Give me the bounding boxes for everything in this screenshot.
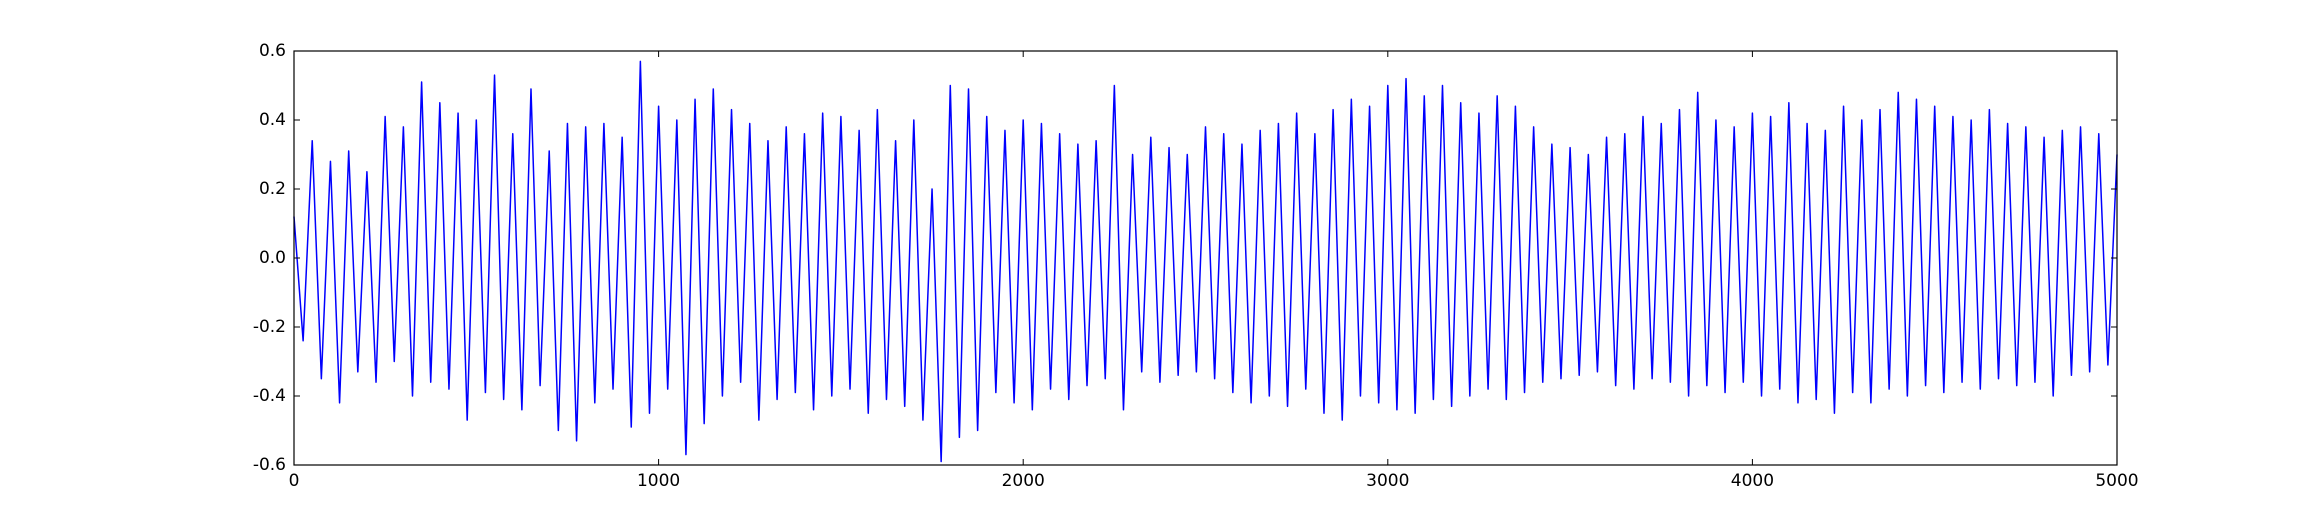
x-tick-label: 3000 (1366, 471, 1409, 491)
y-tick-label: -0.2 (253, 317, 286, 337)
y-tick-label: -0.4 (253, 386, 286, 406)
y-tick-label: -0.6 (253, 455, 286, 475)
x-tick-label: 0 (289, 471, 300, 491)
x-tick-label: 4000 (1731, 471, 1774, 491)
x-tick-label: 2000 (1002, 471, 1045, 491)
data-line (293, 60, 2118, 463)
x-tick-label: 5000 (2095, 471, 2138, 491)
y-tick-label: 0.6 (259, 41, 286, 61)
y-tick-label: 0.0 (259, 248, 286, 268)
y-tick-label: 0.2 (259, 179, 286, 199)
y-tick-label: 0.4 (259, 110, 286, 130)
x-tick-label: 1000 (637, 471, 680, 491)
